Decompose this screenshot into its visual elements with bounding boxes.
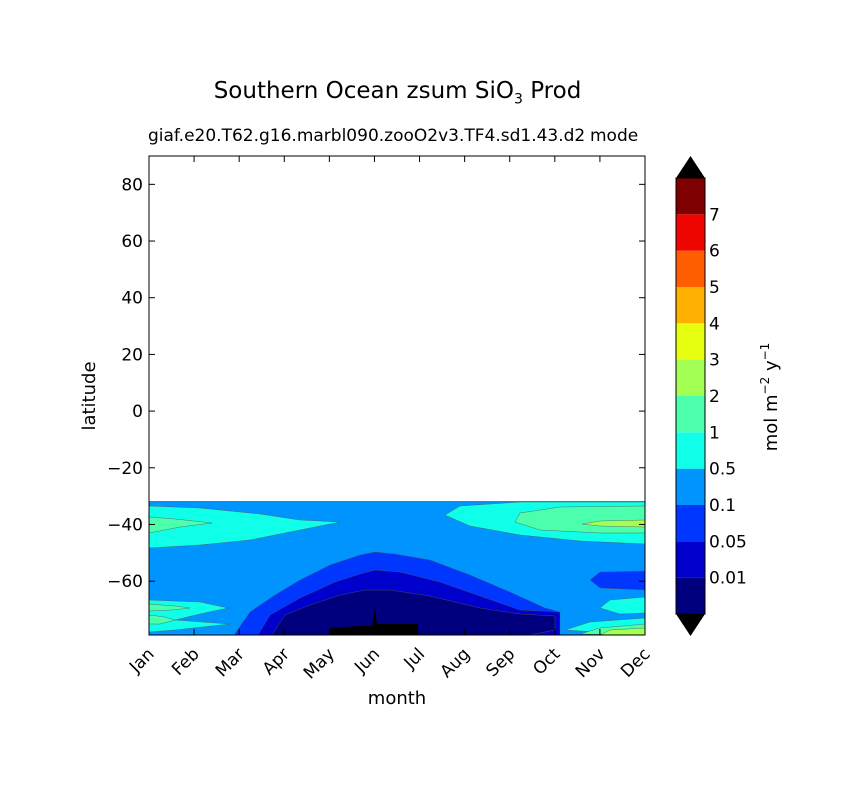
chart-subtitle: giaf.e20.T62.g16.marbl090.zooO2v3.TF4.sd… xyxy=(148,126,586,146)
colorbar-tick-label: 2 xyxy=(709,387,720,407)
colorbar-swatch xyxy=(676,287,705,324)
y-tick-label: 60 xyxy=(121,232,143,252)
colorbar xyxy=(675,156,706,636)
y-tick-label: −20 xyxy=(107,459,143,479)
contour-1-2-south-left xyxy=(149,603,191,612)
colorbar-label: mol m−2 y−1 xyxy=(758,343,782,452)
x-axis-label: month xyxy=(368,688,426,709)
contour-2-3-south-right xyxy=(599,627,645,635)
colorbar-swatch xyxy=(676,214,705,251)
contour-field xyxy=(149,501,645,635)
colorbar-swatch xyxy=(676,359,705,396)
x-tick-label: Jul xyxy=(400,644,429,673)
plot-frame xyxy=(148,155,646,636)
contour-0.5-1-south-right xyxy=(599,596,645,615)
x-tick-label: Oct xyxy=(529,644,564,679)
colorbar-extend-bottom xyxy=(676,614,705,636)
y-tick-label: 40 xyxy=(121,289,143,309)
x-tick-label: Jun xyxy=(350,644,384,678)
y-tick-label: −40 xyxy=(107,515,143,535)
colorbar-tick-label: 1 xyxy=(709,423,720,443)
contour-under xyxy=(330,608,418,635)
colorbar-swatch xyxy=(676,178,705,215)
colorbar-ticks: 0.01 0.05 0.1 0.5 1 2 3 4 5 6 7 xyxy=(709,205,747,588)
x-tick-label: May xyxy=(300,644,339,683)
chart-subtitle-right: mode xyxy=(590,126,639,146)
colorbar-swatch xyxy=(676,505,705,542)
colorbar-tick-label: 0.01 xyxy=(709,569,747,589)
x-tick-label: Aug xyxy=(437,644,475,682)
colorbar-tick-label: 7 xyxy=(709,205,720,225)
contour-2-3-right xyxy=(581,519,645,528)
y-tick-label: 0 xyxy=(132,402,143,422)
x-tick-label: Nov xyxy=(572,644,610,682)
contour-0.05-0.1-right xyxy=(589,570,645,591)
y-axis-label: latitude xyxy=(79,361,100,430)
colorbar-tick-label: 3 xyxy=(709,351,720,371)
x-tick-label: Jan xyxy=(125,644,158,677)
colorbar-tick-label: 0.1 xyxy=(709,496,736,516)
colorbar-tick-label: 6 xyxy=(709,242,720,262)
colorbar-tick-label: 4 xyxy=(709,314,720,334)
colorbar-swatch xyxy=(676,396,705,433)
contour-1-2-left xyxy=(149,516,213,534)
colorbar-tick-label: 0.05 xyxy=(709,532,747,552)
colorbar-swatch xyxy=(676,323,705,360)
contour-0.5-1-left xyxy=(149,505,341,549)
chart-title: Southern Ocean zsum SiO3 Prod xyxy=(213,78,582,108)
y-axis: 80 60 40 20 0 −20 −40 −60 xyxy=(107,175,645,592)
x-tick-label: Dec xyxy=(617,644,654,681)
colorbar-swatch xyxy=(676,250,705,287)
colorbar-tick-label: 5 xyxy=(709,278,720,298)
colorbar-extend-top xyxy=(676,156,705,178)
colorbar-swatch xyxy=(676,432,705,469)
contour-1-2-south-left-2 xyxy=(149,614,176,625)
x-tick-label: Sep xyxy=(482,644,519,681)
x-tick-label: Apr xyxy=(259,644,294,679)
x-tick-label: Feb xyxy=(168,644,203,679)
y-tick-label: 80 xyxy=(121,175,143,195)
colorbar-swatch xyxy=(676,468,705,505)
y-tick-label: −60 xyxy=(107,572,143,592)
colorbar-swatch xyxy=(676,541,705,578)
colorbar-swatch xyxy=(676,577,705,614)
y-tick-label: 20 xyxy=(121,345,143,365)
colorbar-frame xyxy=(675,177,706,615)
colorbar-tick-label: 0.5 xyxy=(709,460,736,480)
x-tick-label: Mar xyxy=(212,644,249,681)
